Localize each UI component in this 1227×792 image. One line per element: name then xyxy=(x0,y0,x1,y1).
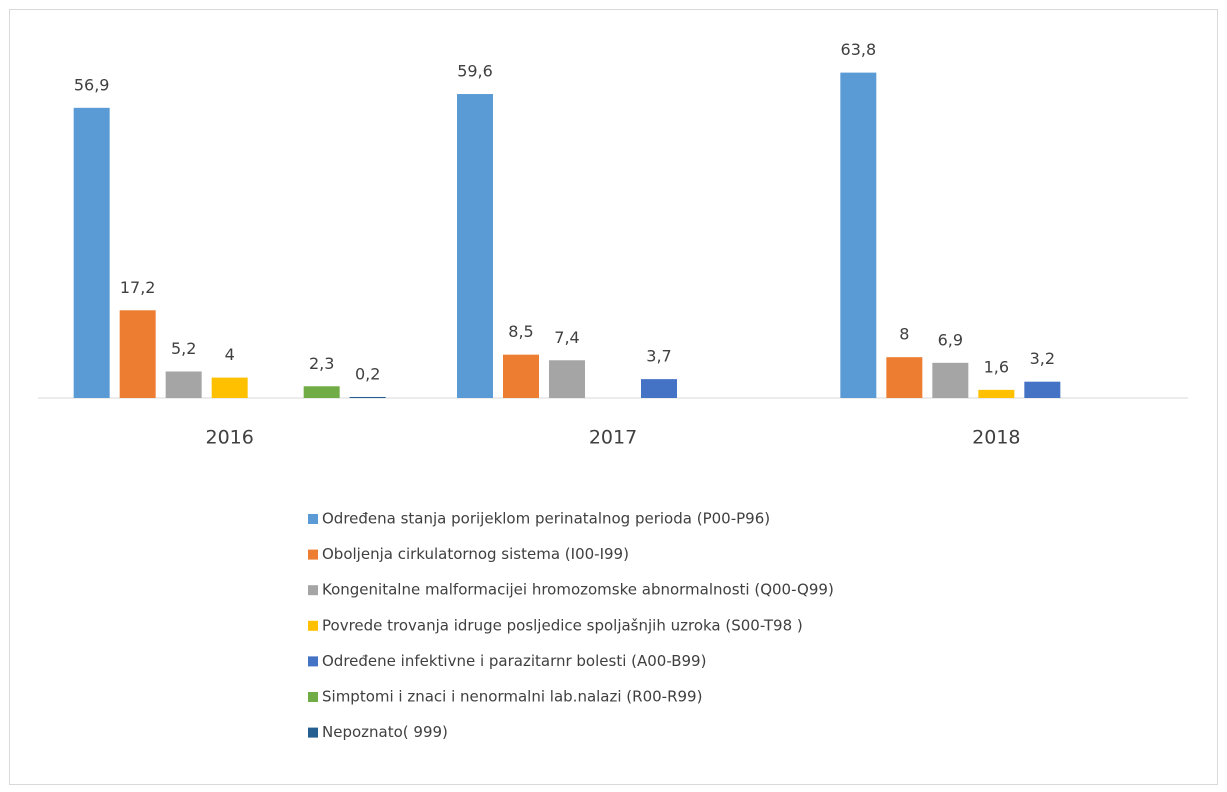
bar xyxy=(641,379,677,398)
data-label: 7,4 xyxy=(554,328,579,347)
bar xyxy=(886,357,923,398)
bar xyxy=(503,354,539,398)
legend-swatch xyxy=(308,727,318,738)
bar xyxy=(303,386,340,398)
legend-swatch xyxy=(308,692,318,702)
data-label: 3,7 xyxy=(646,347,671,366)
legend-label: Nepoznato( 999) xyxy=(322,723,448,741)
x-tick-label: 2017 xyxy=(589,427,637,449)
data-label: 8 xyxy=(899,325,909,344)
chart-frame xyxy=(9,9,1218,785)
data-label: 2,3 xyxy=(309,354,334,373)
data-label: 6,9 xyxy=(938,330,963,349)
x-tick-label: 2018 xyxy=(972,427,1020,449)
bar xyxy=(165,371,202,398)
bar xyxy=(211,377,248,398)
legend-label: Simptomi i znaci i nenormalni lab.nalazi… xyxy=(322,688,702,706)
data-label: 4 xyxy=(225,345,235,364)
data-label: 17,2 xyxy=(120,278,156,297)
bar xyxy=(457,94,493,398)
data-label: 8,5 xyxy=(508,322,533,341)
data-label: 63,8 xyxy=(841,40,877,59)
x-tick-label: 2016 xyxy=(205,427,253,449)
legend-swatch xyxy=(308,514,318,524)
legend-label: Određena stanja porijeklom perinatalnog … xyxy=(322,510,770,528)
bar xyxy=(840,72,877,399)
legend-swatch xyxy=(308,585,318,596)
data-label: 0,2 xyxy=(355,364,380,383)
data-label: 3,2 xyxy=(1030,349,1055,368)
legend-label: Određene infektivne i parazitarnr bolest… xyxy=(322,652,706,670)
bar xyxy=(1024,381,1061,398)
data-label: 59,6 xyxy=(457,62,493,81)
legend-swatch xyxy=(308,656,318,667)
legend-label: Kongenitalne malformacijei hromozomske a… xyxy=(322,581,834,599)
bar xyxy=(73,107,110,398)
bar xyxy=(932,362,969,398)
data-label: 5,2 xyxy=(171,339,196,358)
legend-swatch xyxy=(308,549,318,560)
bar xyxy=(119,310,156,398)
bar xyxy=(978,389,1015,398)
data-label: 56,9 xyxy=(74,75,110,94)
legend-swatch xyxy=(308,620,318,631)
legend-label: Oboljenja cirkulatornog sistema (I00-I99… xyxy=(322,545,629,563)
data-label: 1,6 xyxy=(984,357,1009,376)
bar xyxy=(549,360,585,398)
legend-label: Povrede trovanja idruge posljedice spolj… xyxy=(322,616,803,634)
bar xyxy=(349,396,386,398)
